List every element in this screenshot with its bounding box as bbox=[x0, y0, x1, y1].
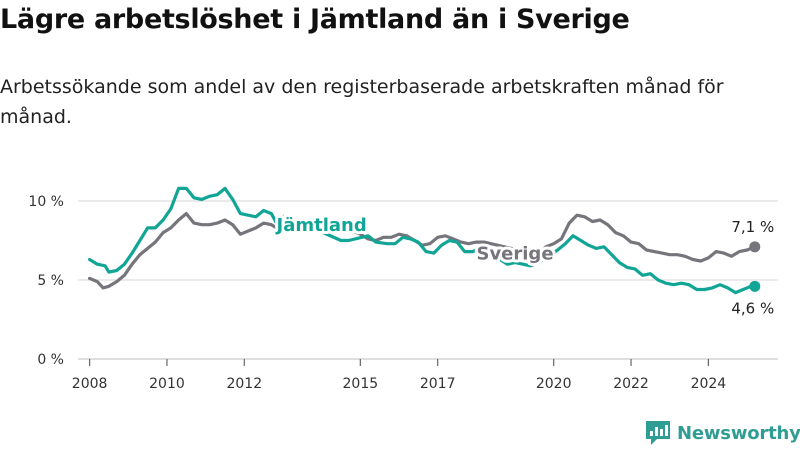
x-tick-label: 2010 bbox=[149, 376, 185, 392]
x-tick-label: 2024 bbox=[691, 376, 727, 392]
end-point-sverige bbox=[749, 241, 761, 253]
end-value-label: 7,1 % bbox=[731, 218, 774, 236]
brand-name: Newsworthy bbox=[677, 422, 800, 444]
series-lines bbox=[88, 186, 757, 295]
inline-labels: Jämtland Sverige bbox=[272, 212, 557, 267]
y-tick-label: 0 % bbox=[37, 352, 64, 368]
x-tick-label: 2020 bbox=[536, 376, 572, 392]
end-point-jamtland bbox=[749, 280, 761, 292]
newsworthy-logo-icon bbox=[646, 421, 670, 445]
x-axis: 2008 2010 2012 2015 2017 2020 2022 2024 bbox=[72, 358, 778, 392]
x-tick-label: 2022 bbox=[613, 376, 649, 392]
y-tick-label: 5 % bbox=[37, 273, 64, 289]
end-markers: 4,6 % 7,1 % bbox=[731, 218, 774, 318]
series-line-jamtland bbox=[88, 186, 757, 295]
chart-subtitle: Arbetssökande som andel av den registerb… bbox=[0, 76, 724, 128]
x-tick-label: 2015 bbox=[343, 376, 379, 392]
x-tick-label: 2017 bbox=[420, 376, 456, 392]
y-tick-label: 10 % bbox=[28, 194, 64, 210]
line-chart: 0 %5 %10 % 2008 2010 2012 2015 2017 2020 2022 2… bbox=[28, 186, 778, 392]
gridlines bbox=[78, 200, 778, 360]
x-tick-label: 2012 bbox=[226, 376, 262, 392]
end-value-label: 4,6 % bbox=[731, 299, 774, 317]
series-label-jamtland: Jämtland bbox=[275, 215, 367, 236]
x-tick-label: 2008 bbox=[72, 376, 108, 392]
newsworthy-logo: Newsworthy bbox=[645, 420, 800, 446]
chart-title: Lägre arbetslöshet i Jämtland än i Sveri… bbox=[0, 4, 630, 35]
series-label-sverige: Sverige bbox=[476, 243, 553, 264]
y-axis-labels: 0 % 5 % 10 % bbox=[28, 194, 64, 368]
series-line-sverige bbox=[88, 212, 757, 290]
